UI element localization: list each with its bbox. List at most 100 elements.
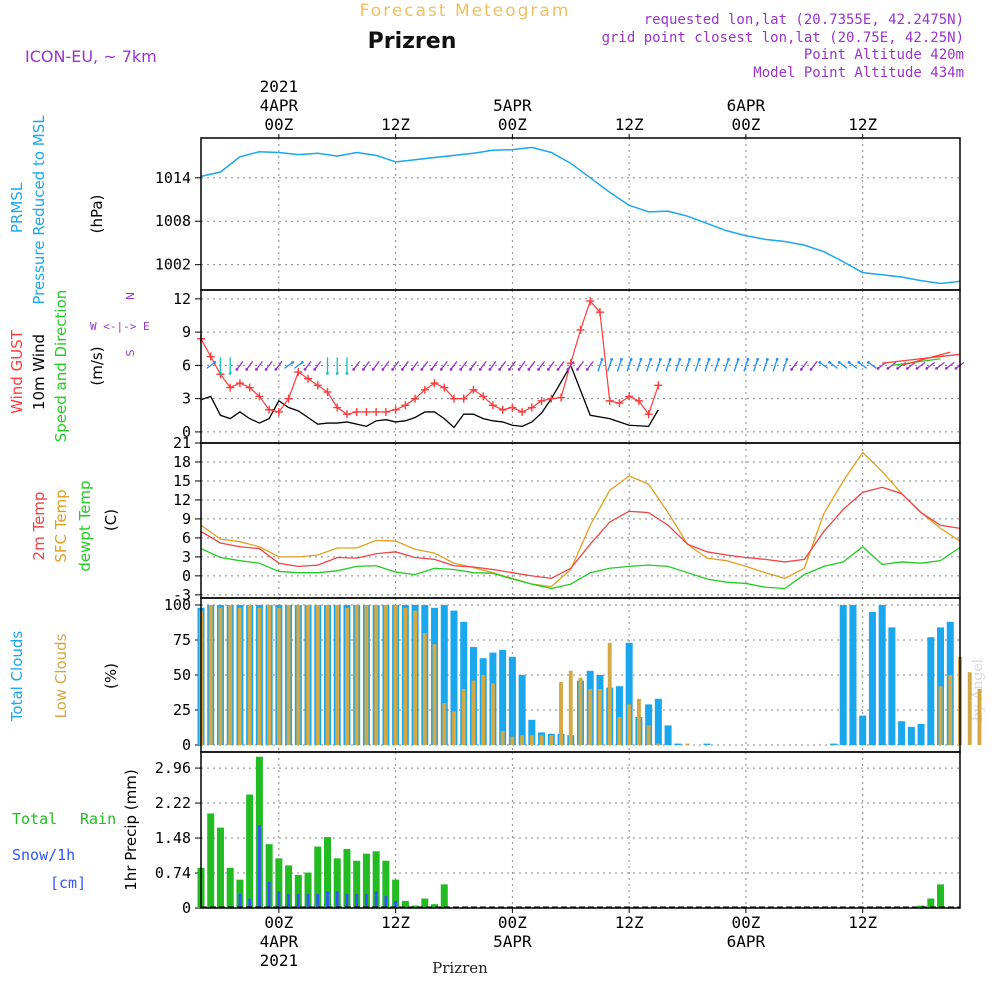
low-cloud-bar	[948, 675, 953, 745]
total-cloud-bar	[898, 721, 906, 745]
wind-arrow	[206, 361, 216, 369]
gust-marker	[294, 368, 303, 377]
wind-arrowhead	[678, 357, 682, 361]
wind-arrowhead	[345, 371, 349, 375]
total-cloud-bar	[440, 605, 448, 745]
wind-arrowhead	[867, 360, 870, 364]
wind-arrow	[810, 361, 818, 370]
wind-arrow	[858, 361, 868, 369]
wind-arrowhead	[469, 367, 472, 371]
wind-arrow	[499, 361, 507, 370]
gust-marker	[274, 407, 283, 416]
low-cloud-bar	[286, 605, 291, 745]
ytick-label: 3	[182, 548, 191, 566]
compass-we: W <-|-> E	[90, 320, 150, 333]
temp-2m-label: 2m Temp	[30, 492, 48, 561]
gust-marker	[595, 308, 604, 317]
wind-arrowhead	[925, 366, 929, 370]
low-cloud-bar	[500, 731, 505, 745]
wind-arrow	[538, 361, 546, 370]
wind-arrowhead	[381, 367, 385, 371]
total-cloud-bar	[829, 743, 838, 745]
gust-marker	[430, 379, 439, 388]
wind-arrow	[694, 359, 700, 372]
wind-arrowhead	[326, 371, 329, 375]
gust-marker	[498, 405, 507, 414]
total-clouds-label: Total Clouds	[8, 631, 26, 723]
wind-arrowhead	[837, 360, 841, 364]
wind-arrowhead	[809, 367, 813, 371]
gust-marker	[469, 385, 478, 394]
wind-line	[200, 363, 659, 429]
wind-arrowhead	[639, 357, 643, 361]
bottom-time-label: 12Z	[381, 913, 410, 932]
ytick-label: 0	[182, 899, 191, 917]
clouds-unit: (%)	[102, 663, 120, 689]
low-cloud-bar	[685, 743, 690, 745]
temp-unit: (C)	[102, 509, 120, 531]
wind-arrowhead	[620, 357, 623, 361]
wind-arrow	[597, 359, 603, 372]
total-cloud-bar	[528, 719, 536, 745]
total-cloud-bar	[518, 675, 526, 745]
gust-marker	[605, 396, 614, 405]
gust-marker	[372, 407, 381, 416]
rain-bar	[333, 858, 341, 908]
gust-marker	[527, 403, 536, 412]
wind-arrow	[528, 361, 536, 370]
low-cloud-bar	[529, 735, 534, 745]
wind-arrowhead	[790, 367, 793, 371]
wind-arrow	[293, 361, 303, 369]
total-cloud-bar	[703, 743, 711, 745]
wind-arrowhead	[507, 367, 511, 371]
tsfc-line	[200, 451, 961, 588]
bottom-time-label: 12Z	[615, 913, 644, 932]
wind-arrowhead	[459, 367, 463, 371]
wind-arrowhead	[658, 357, 662, 361]
gust-marker	[206, 352, 215, 361]
wind-arrowhead	[629, 357, 633, 361]
rain-bar	[246, 794, 254, 908]
gust-marker	[255, 392, 264, 401]
rain-bar	[392, 879, 400, 908]
wind-arrow	[372, 361, 380, 370]
wind-arrowhead	[610, 357, 614, 361]
wind-arrow	[518, 361, 526, 370]
total-cloud-bar	[499, 649, 507, 745]
gust-marker	[557, 393, 566, 402]
wind-arrow	[645, 359, 652, 372]
gust-marker	[333, 403, 342, 412]
wind-arrow	[431, 361, 439, 370]
gust-marker	[265, 405, 274, 414]
ytick-label: 2.96	[155, 759, 191, 777]
ytick-label: 3	[182, 390, 191, 408]
pressure-label-short: PRMSL	[8, 182, 26, 233]
wind-arrowhead	[391, 367, 395, 371]
wind-arrowhead	[668, 357, 672, 361]
wind-arrowhead	[517, 367, 521, 371]
low-cloud-bar	[617, 717, 622, 745]
low-cloud-bar	[354, 605, 359, 745]
gust-marker	[547, 394, 556, 403]
snow-bar	[296, 893, 300, 908]
rain-bar	[382, 860, 390, 908]
low-cloud-bar	[578, 677, 583, 745]
compass-north: N	[124, 292, 137, 300]
wind-arrowhead	[335, 371, 339, 375]
gust-marker	[226, 383, 235, 392]
low-cloud-bar	[208, 605, 213, 745]
low-cloud-bar	[306, 605, 311, 745]
low-cloud-bar	[383, 605, 388, 745]
snow-bar	[326, 891, 329, 908]
rain-bar	[937, 884, 945, 908]
wind-arrowhead	[313, 367, 317, 371]
total-cloud-bar	[839, 605, 847, 745]
wind-arrow	[829, 361, 838, 369]
wind-10m-label: 10m Wind	[30, 334, 48, 410]
wind-arrowhead	[400, 367, 404, 371]
wind-arrow	[567, 361, 575, 370]
wind-arrow	[607, 359, 613, 372]
wind-arrowhead	[352, 367, 356, 371]
snow-bar	[384, 896, 388, 908]
low-cloud-bar	[510, 736, 515, 745]
